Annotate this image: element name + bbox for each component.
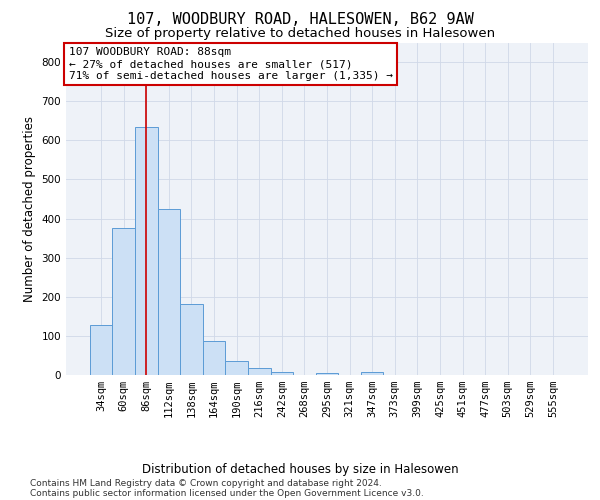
Bar	[226, 362, 248, 375]
Text: 107, WOODBURY ROAD, HALESOWEN, B62 9AW: 107, WOODBURY ROAD, HALESOWEN, B62 9AW	[127, 12, 473, 28]
Text: Contains public sector information licensed under the Open Government Licence v3: Contains public sector information licen…	[30, 489, 424, 498]
Bar	[316, 373, 338, 375]
Text: Contains HM Land Registry data © Crown copyright and database right 2024.: Contains HM Land Registry data © Crown c…	[30, 480, 382, 488]
Bar	[112, 228, 135, 375]
Bar	[180, 304, 203, 375]
Bar	[158, 209, 180, 375]
Y-axis label: Number of detached properties: Number of detached properties	[23, 116, 36, 302]
Bar	[90, 326, 112, 375]
Bar	[135, 126, 158, 375]
Text: Size of property relative to detached houses in Halesowen: Size of property relative to detached ho…	[105, 28, 495, 40]
Bar	[203, 340, 226, 375]
Bar	[361, 372, 383, 375]
Text: Distribution of detached houses by size in Halesowen: Distribution of detached houses by size …	[142, 464, 458, 476]
Bar	[248, 368, 271, 375]
Text: 107 WOODBURY ROAD: 88sqm
← 27% of detached houses are smaller (517)
71% of semi-: 107 WOODBURY ROAD: 88sqm ← 27% of detach…	[68, 48, 392, 80]
Bar	[271, 372, 293, 375]
